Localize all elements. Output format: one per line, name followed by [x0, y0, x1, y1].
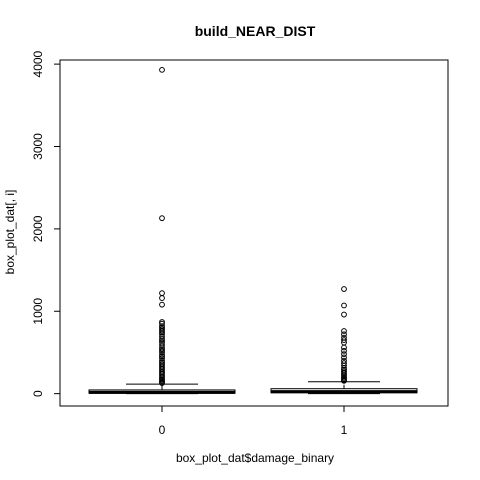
y-tick-label: 1000 — [31, 298, 45, 325]
outlier-point — [159, 372, 165, 379]
outlier-point — [341, 344, 347, 351]
outlier-point — [159, 66, 165, 73]
outlier-point — [341, 311, 347, 318]
outlier-point — [341, 371, 347, 378]
outlier-point — [341, 354, 347, 361]
outlier-point — [159, 215, 165, 222]
x-tick-label: 1 — [341, 423, 348, 437]
outlier-point — [341, 328, 347, 334]
outlier-point — [341, 337, 347, 343]
outlier-point — [159, 355, 165, 362]
y-tick-label: 0 — [31, 390, 45, 397]
boxes-layer — [88, 66, 418, 395]
outlier-point — [159, 290, 165, 297]
outlier-point — [159, 319, 165, 325]
box-group-0 — [88, 66, 236, 395]
outlier-point — [159, 336, 165, 343]
x-tick-label: 0 — [159, 423, 166, 437]
outlier-point — [341, 347, 347, 354]
plot-frame — [59, 59, 449, 407]
outlier-point — [159, 346, 165, 353]
outlier-point — [159, 338, 165, 344]
outlier-point — [341, 362, 347, 369]
outlier-point — [159, 342, 165, 348]
outlier-point — [159, 349, 165, 356]
outlier-point — [159, 329, 165, 336]
outlier-point — [159, 320, 165, 327]
outlier-point — [159, 333, 165, 340]
outlier-point — [159, 301, 165, 308]
outlier-point — [341, 377, 347, 384]
outlier-point — [341, 331, 347, 338]
outlier-point — [341, 286, 347, 292]
y-axis: 0 1000 2000 3000 4000 — [31, 50, 61, 397]
outlier-point — [159, 328, 165, 334]
box-group-1 — [270, 286, 418, 395]
y-axis-label: box_plot_dat[, i] — [3, 190, 17, 275]
outlier-point — [159, 295, 165, 301]
outlier-point — [159, 347, 165, 354]
y-tick-label: 3000 — [31, 133, 45, 160]
chart-title: build_NEAR_DIST — [195, 23, 316, 39]
x-axis-label: box_plot_dat$damage_binary — [176, 451, 334, 465]
outlier-point — [159, 380, 165, 386]
outlier-point — [341, 351, 347, 358]
y-tick-label: 2000 — [31, 215, 45, 242]
outlier-point — [159, 352, 165, 358]
outlier-point — [159, 353, 165, 360]
outlier-point — [341, 302, 347, 309]
y-tick-label: 4000 — [31, 50, 45, 77]
